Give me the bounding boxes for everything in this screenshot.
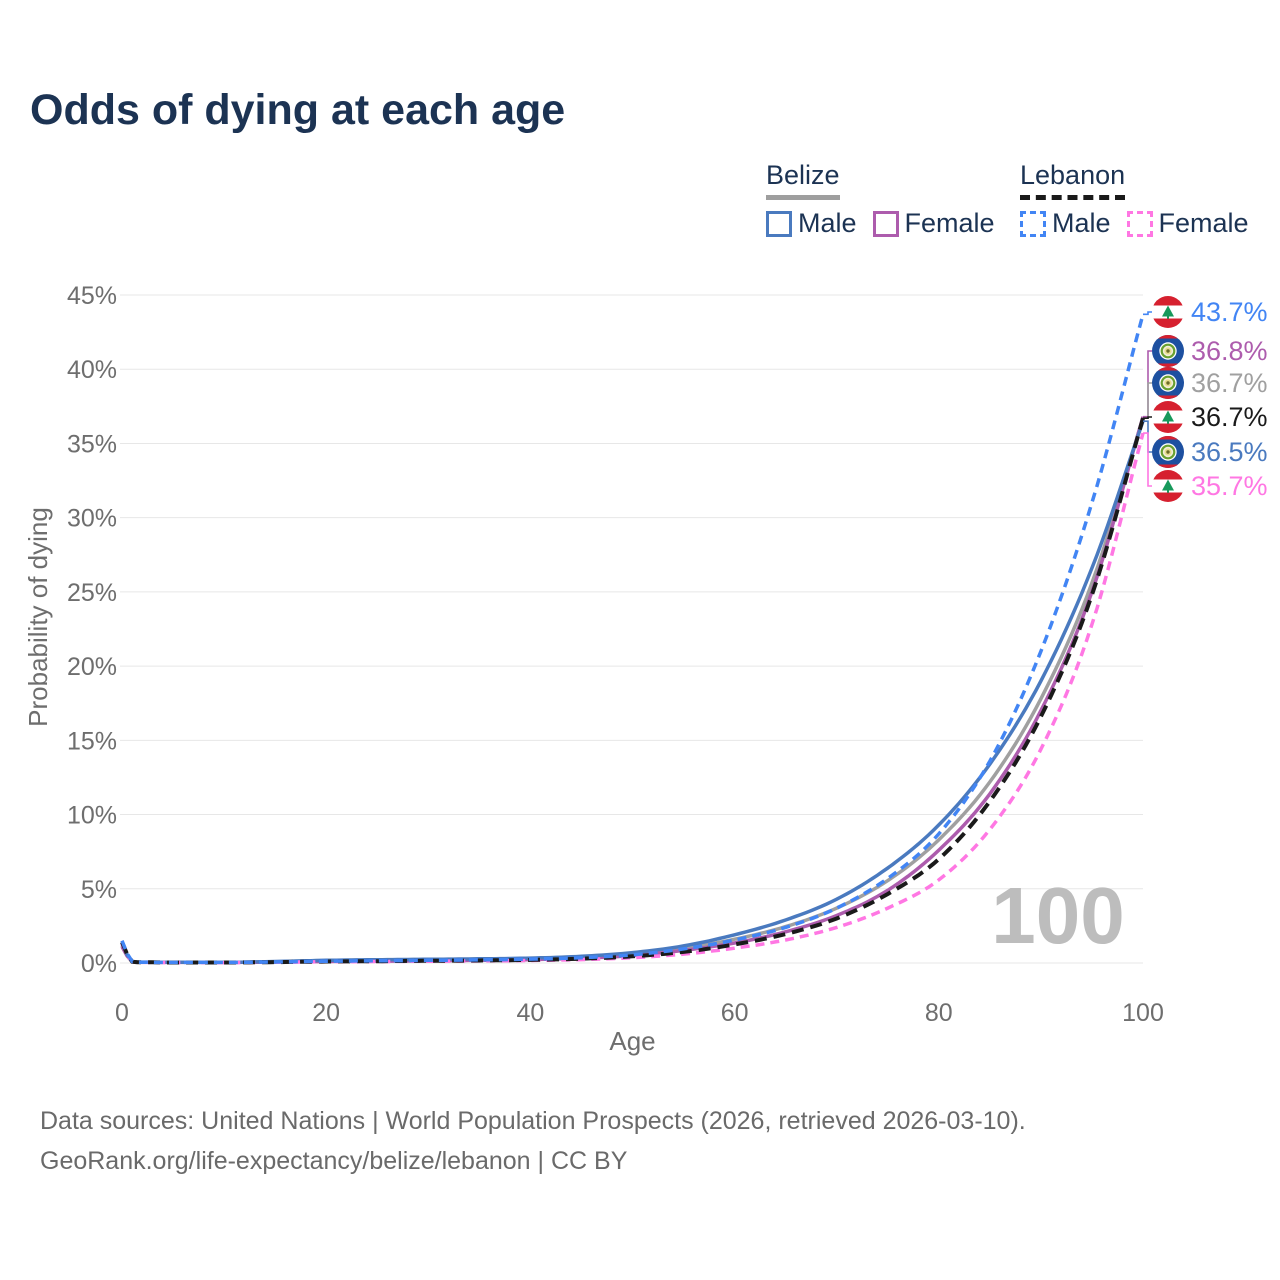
series-line-lebanon-female[interactable] xyxy=(120,432,1145,965)
legend-group-lebanon: Lebanon Male Female xyxy=(1020,160,1249,239)
legend-country-lebanon: Lebanon xyxy=(1020,160,1126,200)
y-tick-label: 40% xyxy=(67,356,117,384)
end-label-value: 36.7% xyxy=(1191,367,1268,398)
end-label-value: 36.8% xyxy=(1191,335,1268,366)
y-tick-label: 10% xyxy=(67,802,117,830)
lebanon-flag-icon xyxy=(1152,401,1184,433)
legend-item-label: Female xyxy=(904,208,995,238)
end-label-belize-male: 36.5% xyxy=(1152,436,1268,468)
legend-row-lebanon: Male Female xyxy=(1020,208,1249,239)
end-label-value: 36.5% xyxy=(1191,436,1268,467)
y-tick-label: 35% xyxy=(67,430,117,458)
x-tick-label: 40 xyxy=(516,999,544,1027)
end-label-leader xyxy=(1143,432,1152,487)
y-tick-label: 25% xyxy=(67,579,117,607)
watermark-age: 100 xyxy=(991,871,1124,960)
y-tick-label: 20% xyxy=(67,653,117,681)
end-label-leader xyxy=(1143,382,1152,420)
end-label-value: 36.7% xyxy=(1191,401,1268,432)
series-line-lebanon-male[interactable] xyxy=(120,313,1145,965)
legend-item-lebanon-male[interactable]: Male xyxy=(1020,208,1111,239)
end-label-belize-female: 36.8% xyxy=(1152,335,1268,367)
x-tick-label: 80 xyxy=(925,999,953,1027)
legend-item-label: Male xyxy=(798,208,857,238)
series-line-lebanon-both[interactable] xyxy=(120,417,1145,965)
y-tick-label: 5% xyxy=(81,876,117,904)
series-line-belize-male[interactable] xyxy=(120,420,1145,965)
series-line-belize-both[interactable] xyxy=(120,417,1145,965)
x-tick-label: 100 xyxy=(1122,999,1164,1027)
x-tick-label: 0 xyxy=(115,999,129,1027)
belize-flag-icon xyxy=(1152,436,1184,468)
belize-flag-icon xyxy=(1152,367,1184,399)
lebanon-flag-icon xyxy=(1152,296,1184,328)
y-axis-title: Probability of dying xyxy=(23,507,53,727)
end-label-value: 43.7% xyxy=(1191,296,1268,327)
end-label-belize-both: 36.7% xyxy=(1152,367,1268,399)
legend-item-lebanon-female[interactable]: Female xyxy=(1126,208,1249,239)
end-label-lebanon-female: 35.7% xyxy=(1152,470,1268,502)
legend-row-belize: Male Female xyxy=(766,208,995,239)
x-tick-label: 60 xyxy=(721,999,749,1027)
chart-title: Odds of dying at each age xyxy=(30,86,566,134)
legend-country-belize: Belize xyxy=(766,160,840,200)
y-tick-label: 15% xyxy=(67,727,117,755)
series-line-belize-female[interactable] xyxy=(120,416,1145,965)
footer: Data sources: United Nations | World Pop… xyxy=(40,1101,1026,1181)
legend-item-label: Male xyxy=(1052,208,1111,238)
legend-item-belize-male[interactable]: Male xyxy=(766,208,857,239)
belize-female-swatch-icon xyxy=(872,210,899,237)
lebanon-male-swatch-icon xyxy=(1020,210,1046,237)
x-axis-title: Age xyxy=(609,1026,655,1056)
end-label-value: 35.7% xyxy=(1191,470,1268,501)
belize-male-swatch-icon xyxy=(766,210,792,237)
footer-source-line2: GeoRank.org/life-expectancy/belize/leban… xyxy=(40,1147,628,1175)
legend-item-label: Female xyxy=(1158,208,1249,238)
y-tick-label: 45% xyxy=(67,282,117,310)
belize-flag-icon xyxy=(1152,335,1184,367)
footer-source-line1: Data sources: United Nations | World Pop… xyxy=(40,1107,1026,1135)
x-tick-label: 20 xyxy=(312,999,340,1027)
legend-group-belize: Belize Male Female xyxy=(766,160,995,239)
lebanon-female-swatch-icon xyxy=(1126,210,1153,237)
y-tick-label: 30% xyxy=(67,505,117,533)
end-label-leader xyxy=(1143,311,1152,316)
end-label-lebanon-male: 43.7% xyxy=(1152,296,1268,328)
legend-item-belize-female[interactable]: Female xyxy=(872,208,995,239)
end-label-lebanon-both: 36.7% xyxy=(1152,401,1268,433)
end-label-leader xyxy=(1143,416,1152,420)
lebanon-flag-icon xyxy=(1152,470,1184,502)
y-tick-label: 0% xyxy=(81,950,117,978)
